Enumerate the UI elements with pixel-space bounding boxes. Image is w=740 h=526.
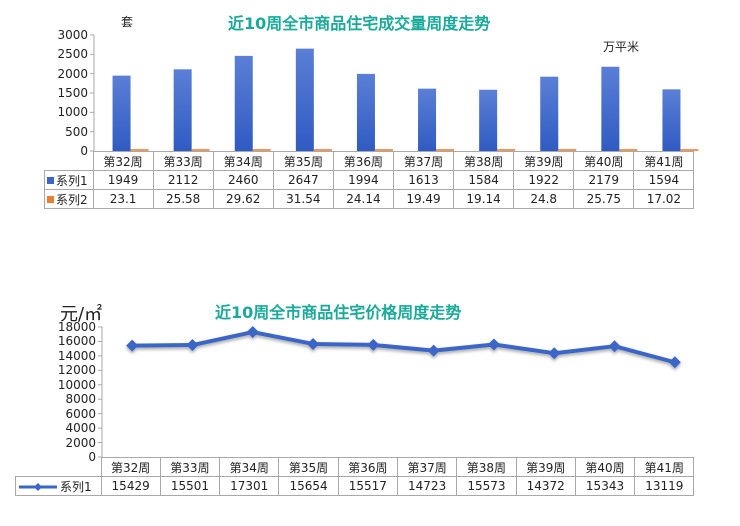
y-tick-label: 500 — [65, 124, 88, 139]
table-cell: 31.54 — [272, 189, 334, 209]
table-row: 系列1 1949 2112 2460 2647 1994 1613 1584 1922 2179 1… — [44, 170, 695, 190]
category-header: 第41周 — [634, 457, 695, 477]
y-tick-label: 0 — [80, 144, 88, 158]
table-cell: 15501 — [159, 476, 221, 496]
table-cell: 13119 — [634, 476, 695, 496]
table-cell: 14723 — [396, 476, 458, 496]
table-cell: 29.62 — [212, 189, 274, 209]
category-header: 第37周 — [396, 457, 458, 477]
table-cell: 25.58 — [152, 189, 214, 209]
series-legend: 系列2 — [44, 189, 94, 209]
volume-left-unit: 套 — [121, 15, 134, 29]
table-cell: 17.02 — [633, 189, 695, 209]
category-header: 第34周 — [219, 457, 280, 477]
category-header: 第33周 — [159, 457, 221, 477]
legend-swatch-icon — [47, 176, 54, 184]
volume-data-table: 第32周 第33周 第34周 第35周 第36周 第37周 第38周 第39周 第40周 第41周… — [44, 151, 695, 209]
legend-swatch-icon — [47, 195, 54, 203]
volume-chart-title: 近10周全市商品住宅成交量周度走势 — [228, 14, 491, 33]
y-tick-label: 0 — [88, 450, 96, 464]
y-tick-label: 3000 — [57, 28, 88, 42]
series-name: 系列2 — [56, 192, 88, 207]
table-cell: 1594 — [633, 170, 695, 190]
table-row: 系列2 23.1 25.58 29.62 31.54 24.14 19.49 19.14 24.… — [44, 189, 695, 209]
table-cell: 14372 — [515, 476, 576, 496]
table-cell: 25.75 — [573, 189, 635, 209]
price-left-unit: 元/㎡ — [60, 304, 103, 325]
table-cell: 15343 — [574, 476, 636, 496]
series-legend: 系列1 — [44, 170, 94, 190]
y-tick-label: 6000 — [65, 406, 96, 421]
category-header: 第39周 — [515, 457, 576, 477]
price-data-table: 第32周 第33周 第34周 第35周 第36周 第37周 第38周 第39周 第40周 第41周… — [15, 457, 695, 496]
category-header: 第41周 — [633, 151, 695, 171]
y-tick-label: 14000 — [57, 348, 96, 363]
category-header: 第34周 — [212, 151, 274, 171]
series-name: 系列1 — [60, 479, 92, 494]
y-tick-label: 1000 — [57, 105, 88, 120]
y-tick-label: 10000 — [57, 377, 96, 392]
series-name: 系列1 — [56, 173, 88, 188]
table-cell: 1994 — [332, 170, 394, 190]
table-cell: 23.1 — [92, 189, 154, 209]
y-tick-label: 2000 — [57, 66, 88, 81]
series-legend: 系列1 — [15, 476, 102, 496]
table-cell: 15517 — [337, 476, 398, 496]
table-cell: 15429 — [100, 476, 161, 496]
category-header: 第35周 — [278, 457, 339, 477]
category-header: 第33周 — [152, 151, 214, 171]
category-header: 第40周 — [574, 457, 636, 477]
y-tick-label: 1500 — [57, 86, 88, 100]
volume-right-unit: 万平米 — [603, 40, 640, 54]
y-tick-label: 16000 — [57, 334, 96, 349]
y-tick-label: 2000 — [65, 435, 96, 450]
table-corner — [15, 457, 102, 477]
table-cell: 15654 — [278, 476, 339, 496]
table-cell: 2179 — [573, 170, 635, 190]
y-tick-label: 12000 — [57, 363, 96, 378]
table-row: 系列1 15429 15501 17301 15654 15517 14723 15573 14… — [15, 476, 695, 496]
table-cell: 1584 — [453, 170, 515, 190]
y-tick-label: 2500 — [57, 47, 88, 62]
y-tick-label: 8000 — [65, 392, 96, 407]
line-marker-icon — [18, 480, 58, 494]
category-header: 第38周 — [456, 457, 517, 477]
table-cell: 17301 — [219, 476, 280, 496]
table-cell: 15573 — [456, 476, 517, 496]
category-header: 第37周 — [392, 151, 455, 171]
category-header: 第32周 — [100, 457, 161, 477]
y-tick-label: 18000 — [57, 320, 96, 334]
y-tick-label: 4000 — [65, 421, 96, 436]
price-chart-title: 近10周全市商品住宅价格周度走势 — [215, 303, 462, 322]
category-header: 第36周 — [337, 457, 398, 477]
